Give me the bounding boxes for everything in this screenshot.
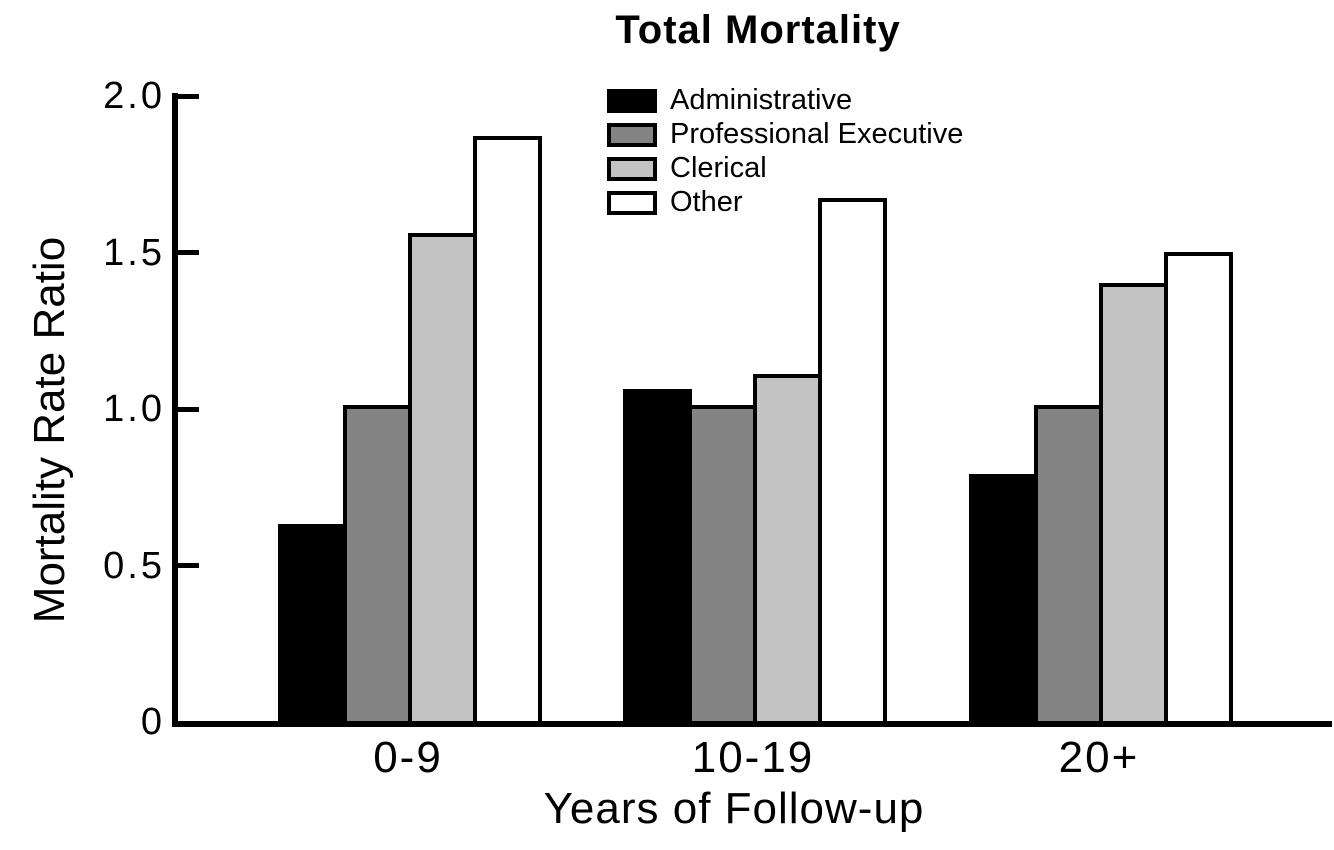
x-category-label-0-9: 0-9	[373, 733, 443, 782]
bar-professional-executive-10-19	[688, 405, 757, 727]
bar-clerical-10-19	[753, 373, 822, 727]
chart-title: Total Mortality	[615, 8, 901, 52]
legend-row-professional-executive: Professional Executive	[607, 120, 963, 149]
legend-label-other: Other	[670, 186, 743, 218]
bar-clerical-0-9	[408, 232, 477, 727]
y-tick-1.5	[178, 250, 199, 255]
bar-clerical-20-	[1099, 282, 1168, 727]
legend-row-clerical: Clerical	[607, 154, 963, 183]
bar-administrative-0-9	[278, 523, 347, 727]
x-category-label-20-: 20+	[1058, 733, 1140, 782]
x-category-label-10-19: 10-19	[691, 733, 815, 782]
legend-swatch-clerical	[607, 156, 657, 181]
bar-administrative-20-	[969, 473, 1038, 727]
legend-label-administrative: Administrative	[670, 84, 853, 116]
y-axis-line	[172, 93, 178, 727]
y-tick-0.5	[178, 563, 199, 568]
bar-other-10-19	[818, 198, 887, 727]
y-tick-label-1.0: 1.0	[103, 388, 165, 430]
legend-row-administrative: Administrative	[607, 86, 963, 115]
legend-swatch-professional-executive	[607, 122, 657, 147]
bar-other-0-9	[473, 135, 542, 727]
y-tick-label-0.5: 0.5	[103, 544, 165, 587]
x-axis-line	[172, 721, 1332, 727]
y-tick-label-1.5: 1.5	[103, 231, 165, 274]
legend-swatch-other	[607, 190, 657, 215]
bar-professional-executive-0-9	[343, 405, 412, 727]
y-tick-label-0: 0	[140, 701, 165, 743]
y-tick-1.0	[178, 406, 199, 412]
legend: Administrative Professional Executive Cler…	[607, 86, 963, 222]
legend-swatch-administrative	[607, 88, 657, 113]
bar-administrative-10-19	[623, 389, 692, 727]
legend-row-other: Other	[607, 188, 963, 217]
bar-other-20-	[1164, 251, 1233, 727]
x-axis-title: Years of Follow-up	[543, 784, 925, 833]
bar-professional-executive-20-	[1034, 405, 1103, 727]
legend-label-professional-executive: Professional Executive	[670, 118, 964, 150]
y-tick-2.0	[178, 93, 199, 99]
legend-label-clerical: Clerical	[670, 152, 767, 184]
y-tick-label-2.0: 2.0	[103, 75, 165, 117]
